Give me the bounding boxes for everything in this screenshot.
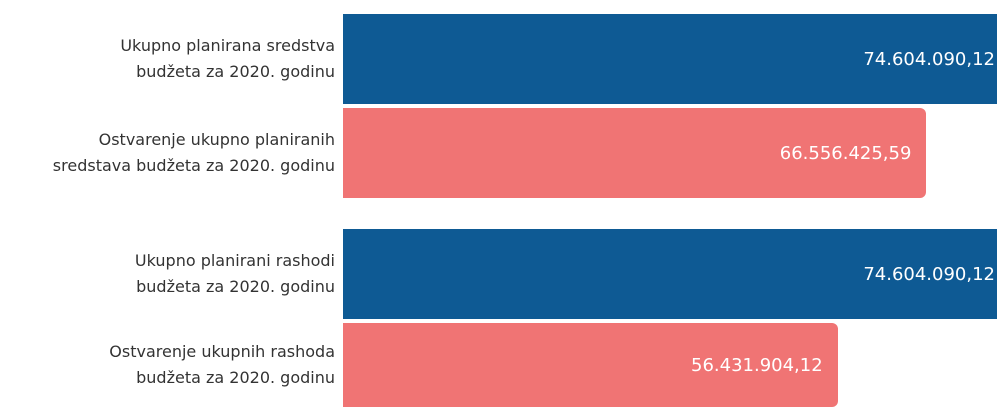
bar — [343, 229, 997, 319]
bar — [343, 323, 838, 407]
value-label: 66.556.425,59 — [779, 142, 912, 164]
value-label: 74.604.090,12 — [863, 48, 995, 70]
category-label: Ostvarenje ukupnih rashoda budžeta za 20… — [109, 342, 335, 387]
bar — [343, 14, 997, 104]
value-label: 74.604.090,12 — [863, 263, 995, 285]
bar — [343, 108, 927, 198]
category-label: Ukupno planirana sredstva budžeta za 202… — [120, 36, 335, 81]
category-label: Ukupno planirani rashodi budžeta za 2020… — [134, 251, 335, 296]
category-label: Ostvarenje ukupno planiranih sredstava b… — [52, 130, 335, 175]
value-label: 56.431.904,12 — [691, 354, 823, 376]
